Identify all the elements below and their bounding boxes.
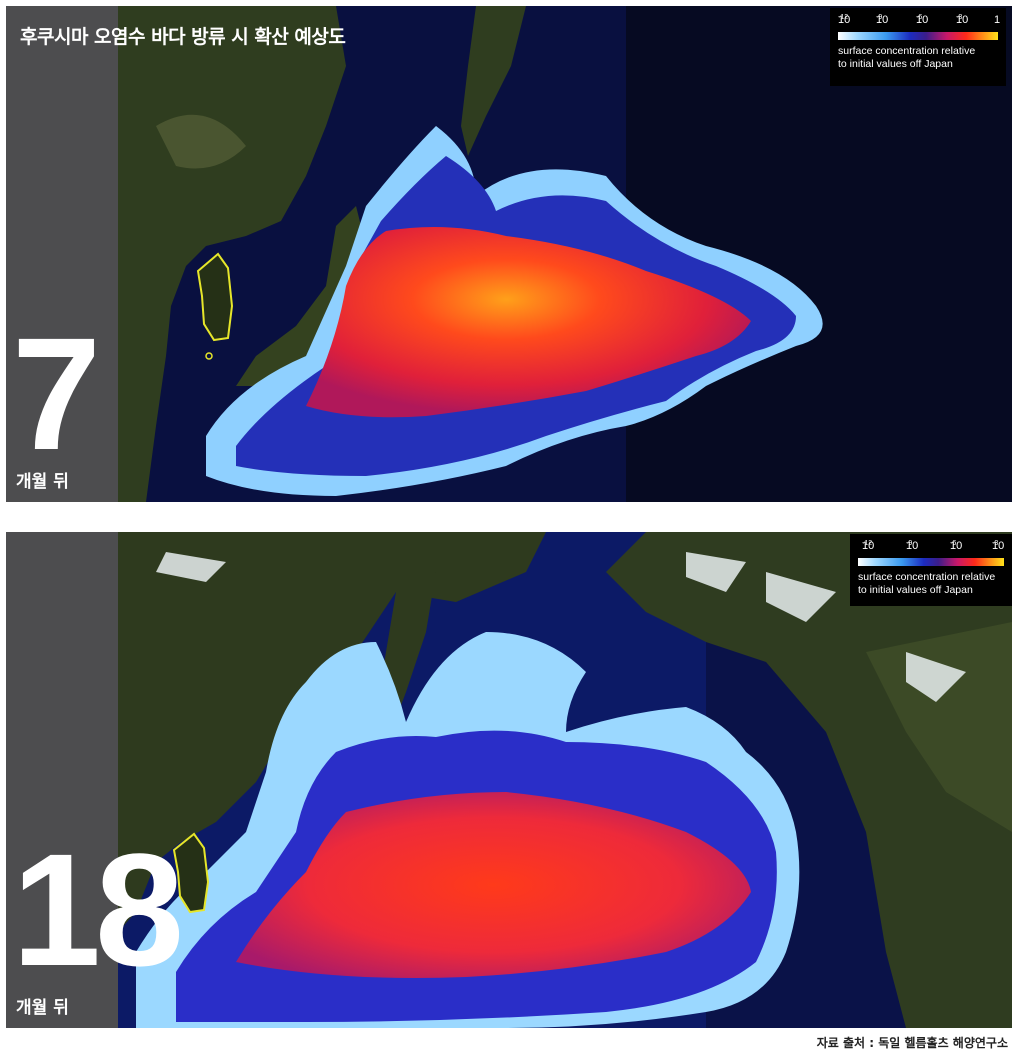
legend-tick: 10 -9 [876, 14, 889, 26]
months-number: 18 [12, 820, 184, 999]
concentration-legend: 10 -12 10 -9 10 -6 10 -3 surface concentrati… [850, 534, 1012, 606]
legend-caption: surface concentration relative to initia… [838, 45, 976, 70]
legend-colorbar [838, 32, 998, 40]
dispersion-map-7-months [6, 6, 1012, 502]
korea-outline [196, 252, 234, 342]
korea-outline [172, 832, 210, 914]
dispersion-map-18-months [6, 532, 1012, 1028]
legend-colorbar [858, 558, 1004, 566]
months-unit-label: 개월 뒤 [16, 998, 69, 1018]
map-panel-18-months: 18 개월 뒤 10 -12 10 -9 10 -6 10 -3 surface con… [6, 532, 1012, 1028]
sidebar [6, 6, 118, 502]
legend-tick: 10 -6 [950, 540, 963, 552]
legend-tick: 10 -3 [956, 14, 969, 26]
map-panel-7-months: 후쿠시마 오염수 바다 방류 시 확산 예상도 7 개월 뒤 10 -12 10-… [6, 6, 1012, 502]
source-credit: 자료 출처 : 독일 헬름홀츠 해양연구소 [816, 1036, 1008, 1050]
legend-tick: 10 -6 [916, 14, 929, 26]
legend-tick: 10 -9 [906, 540, 919, 552]
legend-tick: 10 -12 [838, 14, 851, 26]
legend-tick: 10 -3 [992, 540, 1005, 552]
sidebar [6, 532, 118, 1028]
legend-caption: surface concentration relative to initia… [858, 571, 996, 596]
map-title: 후쿠시마 오염수 바다 방류 시 확산 예상도 [20, 26, 346, 48]
legend-tick: 10 -12 [862, 540, 875, 552]
concentration-legend: 10 -12 10 -9 10 -6 10 -3 1 surface concentra… [830, 8, 1006, 86]
months-number: 7 [12, 304, 101, 483]
legend-ticks: 10 -12 10 -9 10 -6 10 -3 1 [838, 14, 1001, 26]
legend-ticks: 10 -12 10 -9 10 -6 10 -3 [858, 540, 1006, 556]
months-unit-label: 개월 뒤 [16, 472, 69, 492]
